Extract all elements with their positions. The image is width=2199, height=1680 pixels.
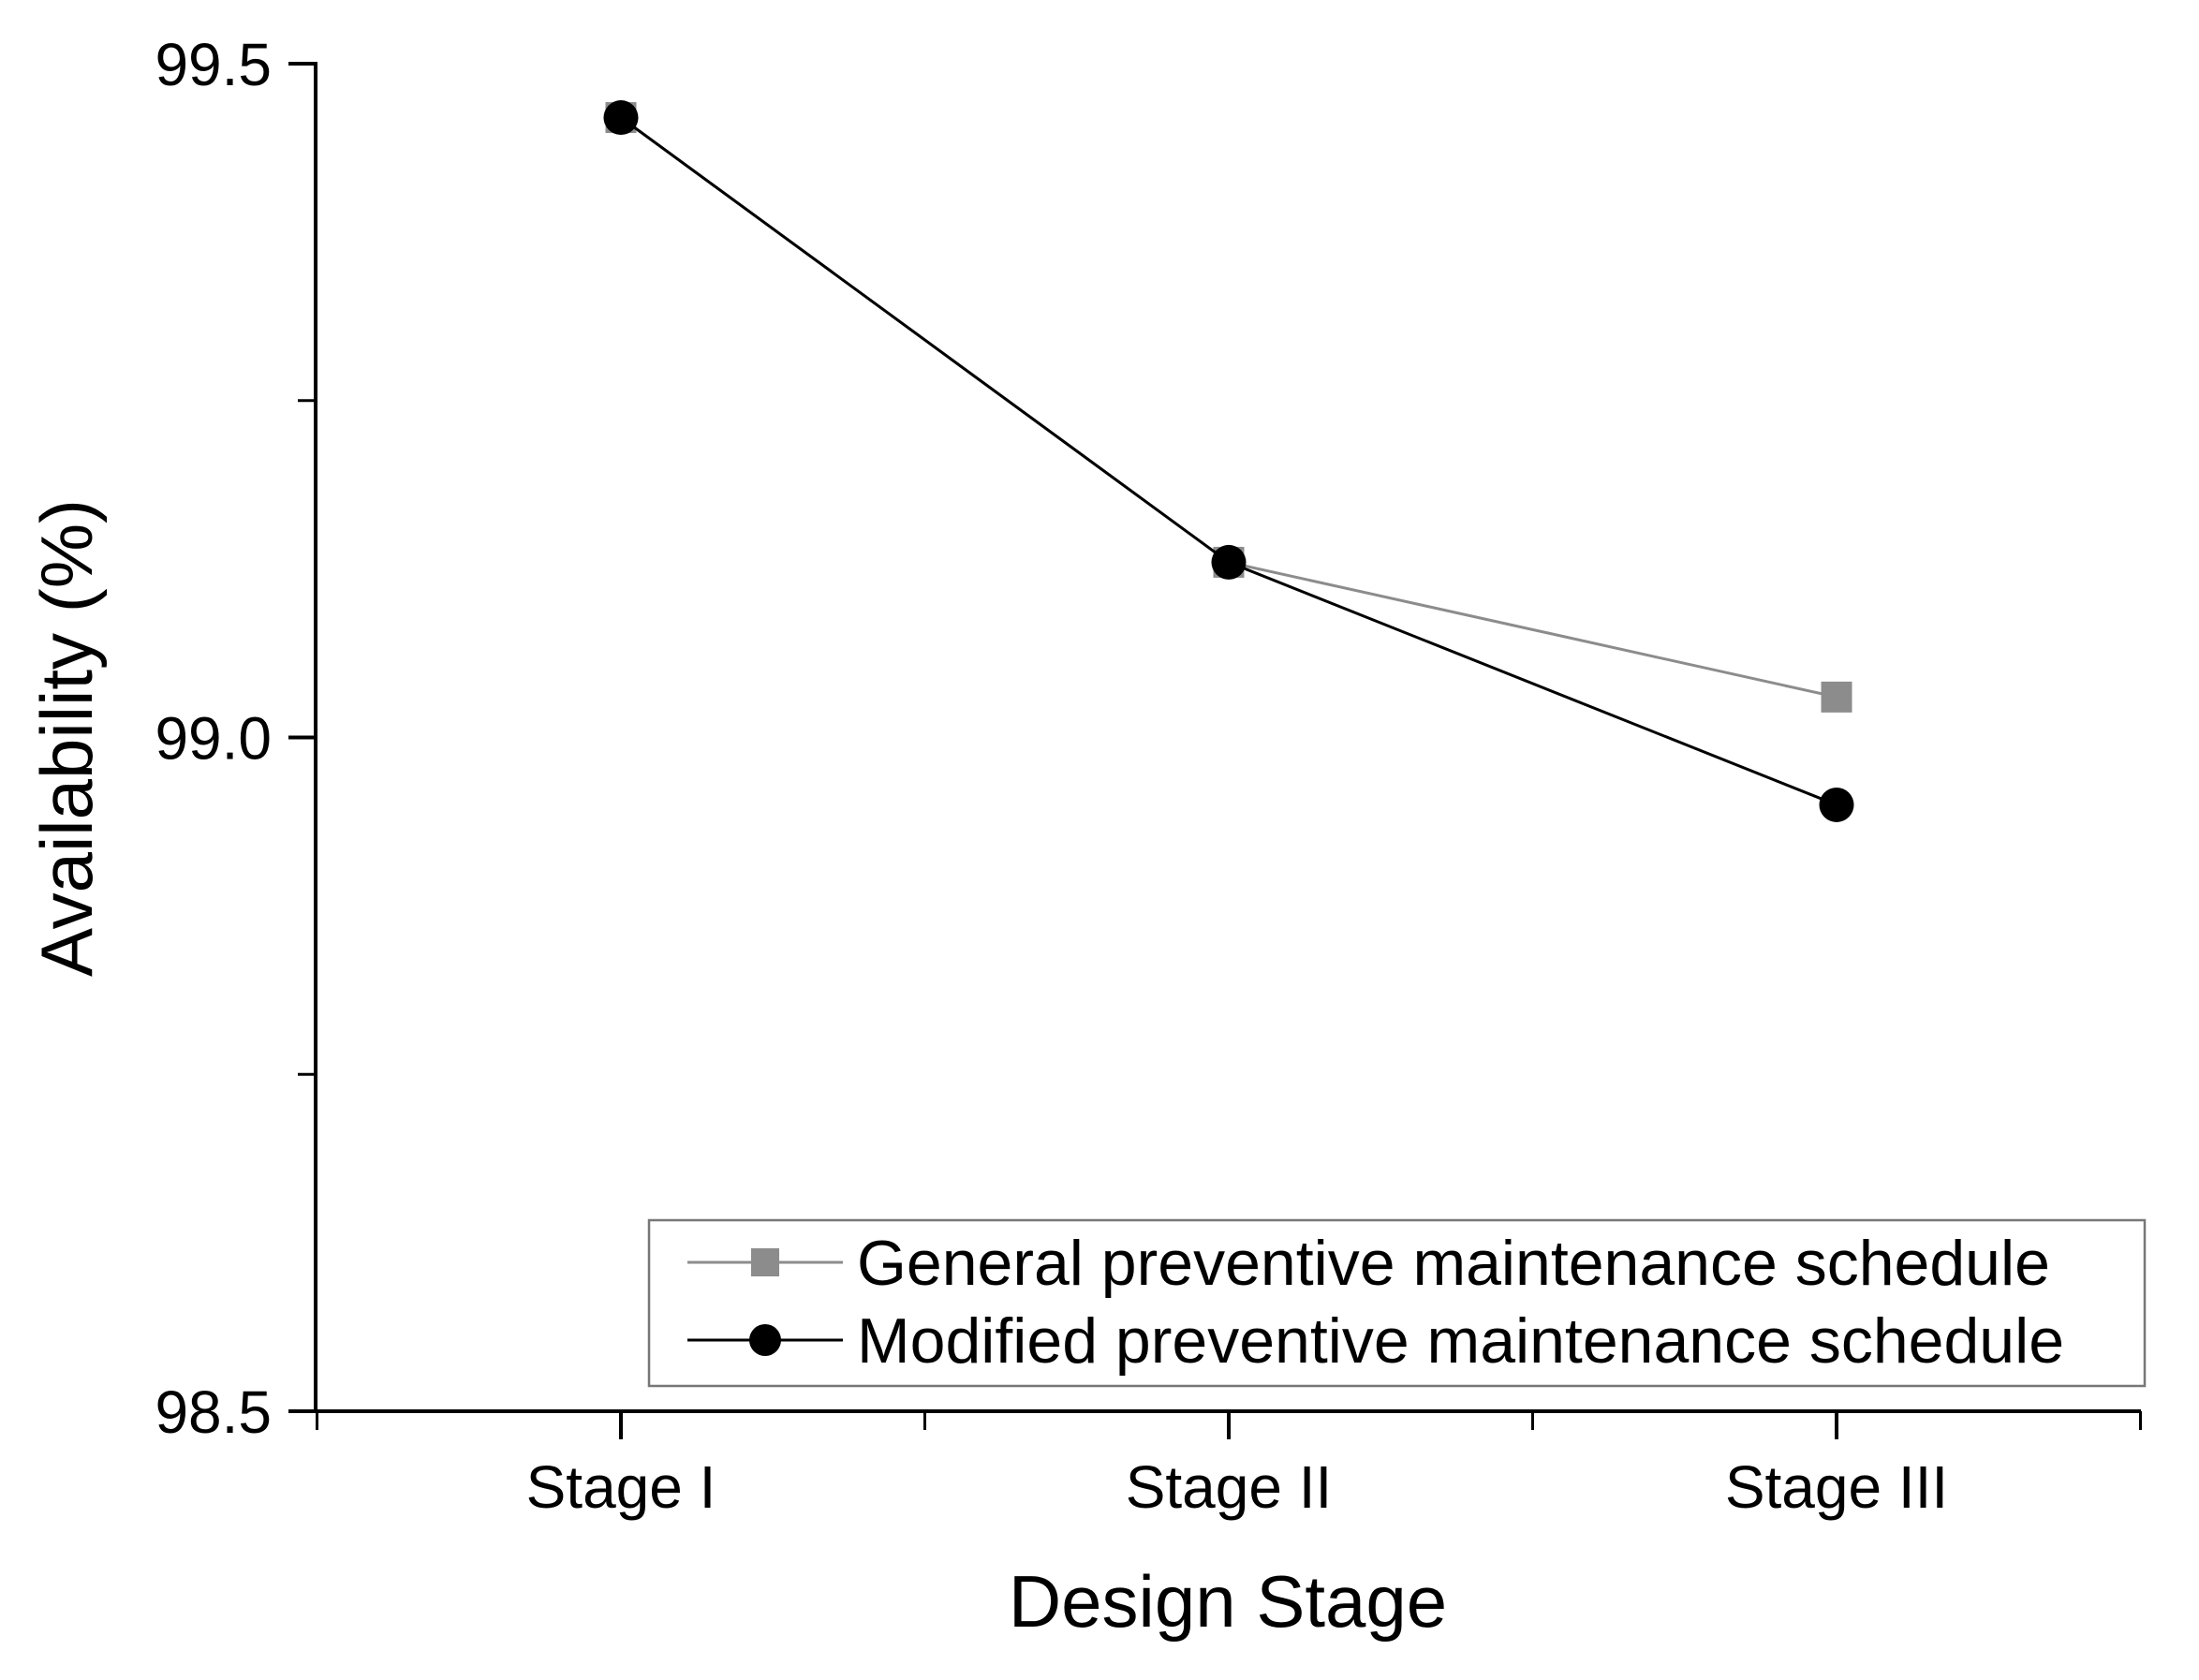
legend-entry-modified: Modified preventive maintenance schedule bbox=[687, 1305, 2064, 1377]
legend-entry-general: General preventive maintenance schedule bbox=[687, 1228, 2050, 1299]
y-tick-label: 98.5 bbox=[155, 1378, 272, 1446]
data-point-circle-marker bbox=[1819, 787, 1854, 822]
plot-series bbox=[603, 100, 1854, 822]
legend-circle-marker-icon bbox=[749, 1324, 781, 1356]
legend-label-modified: Modified preventive maintenance schedule bbox=[857, 1305, 2064, 1377]
x-axis-title: Design Stage bbox=[1009, 1560, 1447, 1643]
legend-label-general: General preventive maintenance schedule bbox=[857, 1228, 2050, 1299]
data-point-circle-marker bbox=[603, 100, 639, 136]
axes: 99.5 99.0 98.5 Stage I Stage II Stage III bbox=[155, 31, 2142, 1521]
x-tick-label: Stage II bbox=[1126, 1453, 1333, 1521]
y-axis-title: Availability (%) bbox=[25, 499, 108, 977]
series-line-general bbox=[620, 116, 1837, 699]
data-point-square-marker bbox=[1821, 681, 1852, 713]
legend: General preventive maintenance schedule … bbox=[647, 1218, 2147, 1388]
x-tick-label: Stage I bbox=[526, 1453, 716, 1521]
legend-square-marker-icon bbox=[751, 1248, 779, 1276]
y-tick-label: 99.5 bbox=[155, 31, 272, 98]
x-tick-label: Stage III bbox=[1725, 1453, 1948, 1521]
y-tick-label: 99.0 bbox=[155, 705, 272, 773]
legend-box bbox=[647, 1218, 2147, 1388]
series-line-modified bbox=[620, 116, 1837, 806]
data-point-circle-marker bbox=[1211, 544, 1247, 580]
